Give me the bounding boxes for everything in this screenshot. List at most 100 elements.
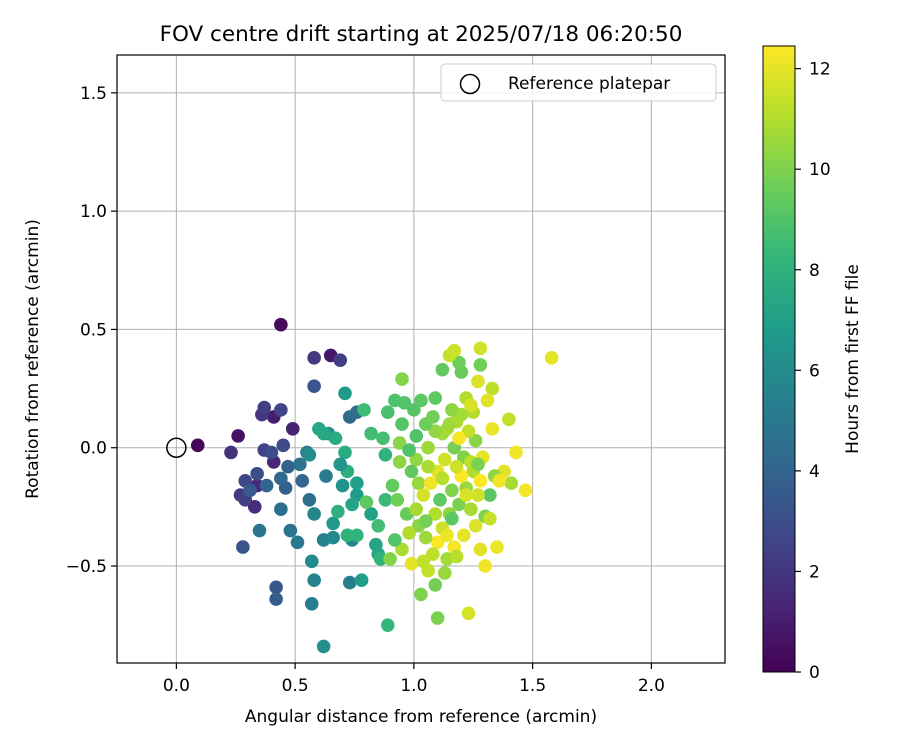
data-point — [380, 405, 395, 420]
data-point — [307, 379, 321, 394]
reference-platepar-marker — [166, 437, 187, 458]
data-point — [456, 528, 471, 543]
data-point — [224, 445, 238, 460]
data-point — [473, 341, 488, 356]
data-point — [428, 391, 443, 405]
data-point — [395, 542, 409, 557]
data-point — [440, 528, 454, 543]
data-point — [331, 504, 345, 519]
data-point — [437, 566, 452, 580]
data-point — [285, 421, 300, 436]
data-point — [473, 358, 488, 372]
data-point — [426, 410, 440, 424]
data-point — [250, 466, 264, 481]
data-point — [281, 459, 295, 474]
data-point — [302, 492, 317, 507]
data-point — [276, 438, 291, 453]
data-point — [316, 639, 331, 654]
data-point — [264, 445, 279, 460]
data-point — [290, 535, 305, 550]
data-point — [304, 597, 319, 611]
y-axis-ticks: −0.5 0.0 0.5 1.0 1.5 — [66, 84, 117, 577]
data-point — [442, 417, 457, 431]
data-point — [385, 478, 400, 493]
data-point — [445, 511, 459, 526]
colorbar-tick-label: 0 — [809, 663, 820, 683]
x-tick-label: 0.5 — [282, 676, 309, 696]
data-point — [502, 412, 516, 427]
data-point — [293, 457, 307, 472]
data-point — [395, 372, 409, 386]
data-point — [397, 395, 412, 410]
data-point — [478, 559, 492, 573]
data-point — [354, 573, 369, 587]
data-point — [468, 433, 483, 448]
data-point — [392, 436, 407, 450]
colorbar-tick-label: 2 — [809, 562, 820, 582]
data-point — [302, 448, 317, 462]
data-point — [485, 381, 500, 396]
data-point — [518, 483, 533, 498]
data-point — [435, 471, 450, 486]
data-point — [404, 464, 419, 479]
colorbar-tick-label: 12 — [809, 60, 831, 80]
data-point — [428, 424, 443, 438]
data-point — [464, 398, 478, 412]
data-point — [418, 514, 433, 528]
data-point — [407, 403, 421, 417]
data-point — [452, 497, 466, 512]
data-point — [371, 518, 386, 533]
colorbar-tick-label: 10 — [809, 160, 831, 180]
data-point — [340, 528, 355, 543]
data-point — [468, 518, 483, 533]
data-point — [274, 502, 288, 517]
data-point — [304, 554, 319, 569]
data-point — [364, 426, 378, 441]
data-point — [252, 523, 267, 538]
data-point — [414, 393, 428, 408]
data-point — [359, 495, 374, 509]
data-point — [461, 424, 476, 438]
data-point — [395, 417, 409, 431]
data-point — [319, 469, 333, 483]
data-point — [490, 540, 504, 554]
data-point — [402, 443, 416, 457]
data-point — [345, 497, 359, 512]
legend: Reference platepar — [440, 63, 717, 102]
data-point — [342, 575, 357, 590]
data-point — [243, 483, 257, 498]
legend-entry-label: Reference platepar — [508, 74, 670, 94]
data-point — [437, 452, 452, 467]
data-point — [392, 455, 407, 469]
data-point — [423, 476, 438, 491]
data-point — [449, 459, 464, 474]
data-point — [414, 587, 428, 602]
data-point — [350, 476, 364, 491]
data-point — [416, 488, 431, 502]
data-point — [274, 471, 288, 486]
data-point — [338, 386, 352, 401]
data-point — [259, 478, 274, 493]
data-point — [449, 549, 464, 564]
data-point — [373, 552, 388, 566]
data-point — [364, 507, 378, 521]
data-point — [269, 580, 283, 595]
data-point — [409, 429, 424, 443]
data-point — [326, 516, 340, 531]
data-point — [459, 488, 473, 502]
data-point — [402, 526, 416, 540]
data-point — [307, 507, 321, 521]
data-point — [411, 476, 426, 491]
x-tick-label: 0.0 — [163, 676, 190, 696]
data-point — [480, 393, 495, 408]
data-point — [492, 474, 507, 488]
data-point — [445, 403, 459, 417]
data-point — [350, 528, 364, 543]
colorbar-ticks: 0 2 4 6 8 10 12 — [795, 60, 831, 683]
data-point — [461, 606, 476, 621]
data-point — [357, 403, 371, 417]
data-point — [447, 343, 462, 358]
data-point — [428, 578, 443, 592]
